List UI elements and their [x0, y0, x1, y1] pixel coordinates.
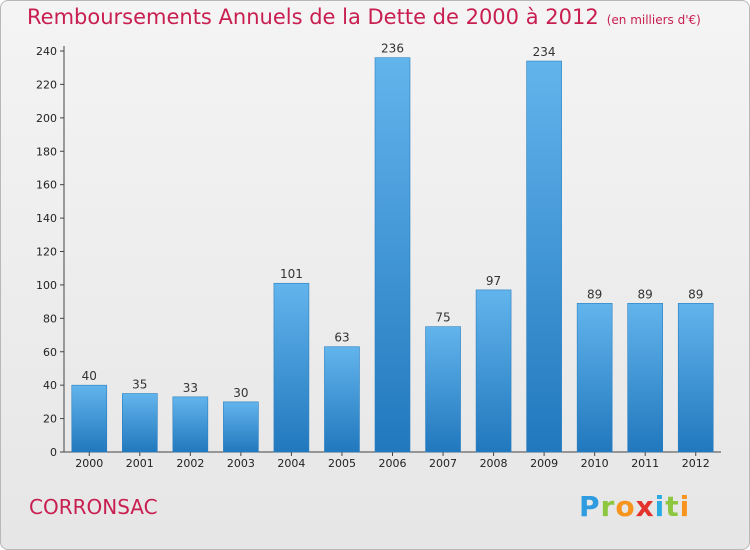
logo-letter: i	[679, 490, 691, 523]
bar	[475, 289, 512, 453]
logo-letter: r	[600, 490, 616, 523]
bar	[627, 302, 663, 453]
x-tick-label: 2005	[328, 457, 356, 470]
y-tick-label: 0	[50, 446, 57, 459]
y-tick-label: 140	[36, 212, 57, 225]
data-label: 89	[638, 287, 653, 301]
bar-labels: 40 35 33 30 101 63 236 75 97 234 89 89 89	[82, 42, 704, 400]
y-tick-label: 160	[36, 179, 57, 192]
proxiti-logo: Proxiti	[579, 490, 690, 523]
logo-letter: x	[635, 490, 655, 523]
data-label: 236	[381, 42, 404, 56]
chart-unit: (en milliers d'€)	[606, 13, 701, 27]
y-tick-label: 20	[43, 413, 57, 426]
data-label: 101	[280, 267, 303, 281]
x-tick-label: 2006	[379, 457, 407, 470]
x-tick-label: 2009	[530, 457, 558, 470]
logo-letter: i	[654, 490, 666, 523]
logo-letter: P	[579, 490, 601, 523]
bar	[324, 346, 360, 453]
y-tick-label: 120	[36, 246, 57, 259]
data-label: 35	[132, 378, 147, 392]
y-tick-label: 220	[36, 78, 57, 91]
logo-letter: o	[615, 490, 636, 523]
x-tick-label: 2012	[682, 457, 710, 470]
bar	[223, 401, 259, 453]
axes: 0 20 40 60 80 100 120 140 160 180 200 220 240 2000 200…	[36, 45, 721, 470]
x-tick-label: 2007	[429, 457, 457, 470]
bar	[172, 396, 209, 453]
y-tick-label: 180	[36, 145, 57, 158]
data-label: 89	[587, 287, 602, 301]
x-tick-label: 2004	[277, 457, 305, 470]
bars	[71, 57, 714, 453]
data-label: 89	[688, 287, 703, 301]
chart-title-text: Remboursements Annuels de la Dette de 20…	[27, 5, 599, 29]
y-tick-label: 240	[36, 45, 57, 58]
x-tick-label: 2008	[480, 457, 508, 470]
bar	[273, 282, 310, 453]
bar	[526, 60, 562, 453]
bar	[576, 302, 613, 453]
x-tick-label: 2010	[581, 457, 609, 470]
y-tick-label: 100	[36, 279, 57, 292]
x-tick-label: 2000	[75, 457, 103, 470]
x-tick-label: 2001	[126, 457, 154, 470]
y-tick-label: 40	[43, 379, 57, 392]
data-label: 234	[533, 45, 556, 59]
data-label: 30	[233, 386, 248, 400]
bar	[425, 326, 461, 453]
data-label: 97	[486, 274, 501, 288]
logo-letter: t	[665, 490, 680, 523]
x-tick-label: 2003	[227, 457, 255, 470]
x-tick-label: 2011	[631, 457, 659, 470]
data-label: 33	[183, 381, 198, 395]
data-label: 40	[82, 369, 97, 383]
data-label: 63	[334, 331, 349, 345]
data-label: 75	[435, 311, 450, 325]
y-tick-label: 200	[36, 112, 57, 125]
bar	[71, 384, 108, 453]
y-tick-label: 80	[43, 312, 57, 325]
y-tick-label: 60	[43, 346, 57, 359]
bar	[677, 302, 714, 453]
chart-title: Remboursements Annuels de la Dette de 20…	[27, 5, 701, 29]
x-tick-label: 2002	[176, 457, 204, 470]
bar	[122, 393, 158, 453]
bar	[374, 57, 411, 453]
commune-name: CORRONSAC	[29, 495, 158, 519]
